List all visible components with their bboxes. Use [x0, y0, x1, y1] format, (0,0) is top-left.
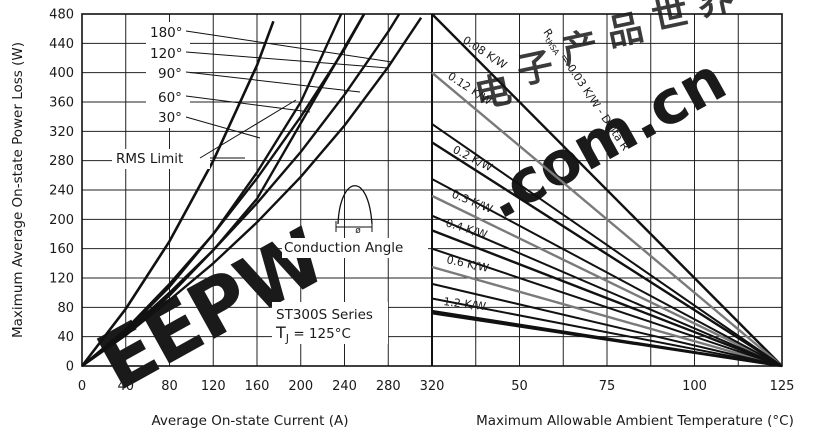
leader-line	[199, 99, 297, 159]
y-tick-label: 200	[49, 213, 74, 228]
x-tick-label: 80	[161, 379, 178, 394]
waveform-icon	[337, 185, 373, 225]
label-90: 90°	[158, 66, 182, 82]
x-tick-label: 200	[288, 379, 313, 394]
y-tick-label: 80	[57, 301, 74, 316]
x-tick-label: 320	[420, 379, 445, 394]
curve-90-deg	[81, 13, 366, 367]
heatsink-line-minor	[431, 214, 783, 367]
leader-line	[185, 116, 261, 139]
right-x-axis-title: Maximum Allowable Ambient Temperature (°…	[476, 413, 794, 429]
y-tick-label: 400	[49, 66, 74, 81]
label-1.2kw: 1.2 K/W	[443, 295, 487, 313]
x-tick-label: 240	[332, 379, 357, 394]
x-tick-label: 280	[376, 379, 401, 394]
heatsink-line	[431, 141, 783, 368]
leader-line	[185, 95, 311, 113]
x-tick-label: 120	[201, 379, 226, 394]
label-background	[112, 149, 210, 169]
label-30: 30°	[158, 110, 182, 126]
x-tick-label-right: 75	[599, 379, 616, 394]
annotations	[112, 22, 428, 344]
heatsink-line-1.2	[431, 312, 783, 368]
label-background	[272, 302, 388, 344]
x-tick-label-right: 100	[682, 379, 707, 394]
x-tick-label: 40	[117, 379, 134, 394]
label-rms-limit: RMS Limit	[116, 151, 183, 167]
y-tick-label: 160	[49, 242, 74, 257]
tick-labels: 0 40 80 120 160 200 240 280 320 360 400 440 480 0 40 80…	[49, 8, 794, 395]
left-x-axis-title: Average On-state Current (A)	[151, 413, 348, 429]
x-tick-label: 160	[245, 379, 270, 394]
heatsink-line-minor	[431, 178, 783, 367]
label-conduction-angle: Conduction Angle	[284, 240, 403, 256]
label-background	[282, 238, 428, 258]
watermark-char: 品	[603, 7, 647, 55]
watermark-char: 产	[558, 25, 602, 73]
y-tick-label: 280	[49, 154, 74, 169]
curve-60-deg	[81, 13, 401, 367]
heatsink-line	[431, 13, 783, 367]
y-tick-label: 480	[49, 8, 74, 23]
x-tick-label: 0	[78, 379, 86, 394]
leader-line	[185, 51, 389, 69]
leader-line	[185, 71, 361, 93]
label-120: 120°	[150, 46, 183, 62]
heatsink-line-minor	[431, 247, 783, 367]
heatsink-line	[431, 194, 783, 368]
y-tick-label: 320	[49, 125, 74, 140]
heatsink-line-minor	[431, 123, 783, 367]
label-180: 180°	[150, 25, 183, 41]
x-tick-label-right: 50	[511, 379, 528, 394]
label-60: 60°	[158, 90, 182, 106]
heatsink-line-minor	[431, 282, 783, 367]
y-tick-label: 40	[57, 330, 74, 345]
y-tick-label: 360	[49, 96, 74, 111]
heatsink-line	[431, 229, 783, 368]
watermark-char: 子	[513, 45, 557, 93]
y-tick-label: 440	[49, 37, 74, 52]
y-axis-title: Maximum Average On-state Power Loss (W)	[10, 42, 26, 338]
label-series: ST300S Series	[276, 307, 373, 323]
y-tick-label: 240	[49, 184, 74, 199]
watermark-char: 世	[648, 0, 692, 39]
y-tick-label: 120	[49, 272, 74, 287]
heatsink-line	[431, 265, 783, 368]
label-background	[146, 22, 190, 128]
watermark-char: 界	[693, 0, 737, 25]
conduction-angle-symbol: ø	[355, 226, 361, 236]
curve-30-deg	[81, 17, 423, 367]
heatsink-line	[431, 71, 783, 367]
heatsink-line-minor	[431, 297, 783, 367]
x-tick-label-right: 125	[770, 379, 795, 394]
leader-line	[185, 30, 393, 63]
y-tick-label: 0	[66, 360, 74, 375]
label-tj: TJ = 125°C	[275, 323, 351, 345]
